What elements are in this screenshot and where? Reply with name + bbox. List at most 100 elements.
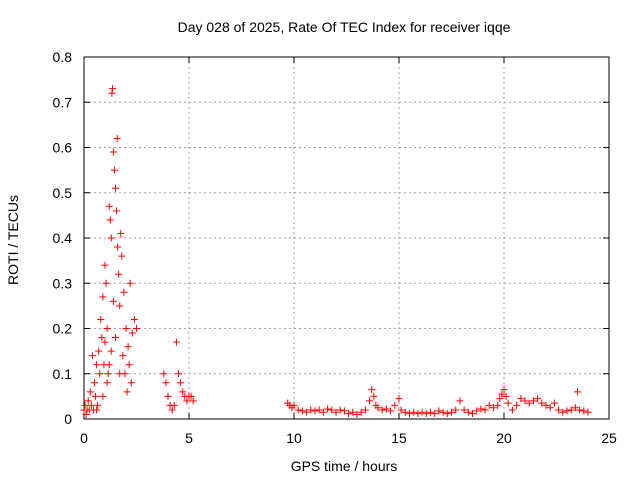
data-point	[105, 361, 113, 369]
y-tick-label: 0.2	[53, 321, 73, 337]
data-point	[414, 410, 422, 418]
data-point	[477, 405, 485, 413]
data-point	[361, 406, 369, 414]
data-point	[435, 407, 443, 415]
y-tick-label: 0.4	[53, 230, 73, 246]
x-axis-label: GPS time / hours	[291, 458, 398, 474]
chart-title: Day 028 of 2025, Rate Of TEC Index for r…	[178, 19, 511, 35]
data-point	[107, 234, 115, 242]
data-point	[97, 315, 105, 323]
data-point	[464, 408, 472, 416]
data-point	[290, 401, 298, 409]
data-point	[366, 397, 374, 405]
data-point	[513, 401, 521, 409]
data-point	[117, 229, 125, 237]
data-point	[315, 406, 323, 414]
data-point	[122, 325, 130, 332]
data-point	[86, 388, 94, 396]
data-point	[368, 386, 376, 394]
data-point	[88, 352, 96, 360]
data-point	[109, 85, 117, 93]
data-point	[109, 297, 117, 305]
data-point	[101, 261, 109, 269]
data-point	[498, 390, 506, 398]
data-point	[179, 388, 187, 396]
grid	[84, 57, 609, 419]
data-point	[112, 184, 119, 192]
data-point	[494, 401, 502, 409]
data-point	[500, 386, 508, 394]
data-point	[107, 347, 115, 355]
data-point	[336, 406, 344, 414]
data-point	[328, 406, 336, 414]
data-point	[133, 325, 140, 332]
data-point	[112, 334, 119, 342]
data-point	[116, 370, 124, 378]
data-point	[563, 407, 571, 415]
data-point	[172, 338, 180, 346]
data-point	[576, 406, 584, 414]
data-point	[496, 395, 504, 403]
data-point	[164, 392, 172, 400]
data-point	[395, 395, 403, 403]
data-point	[357, 408, 365, 416]
x-tick-label: 5	[185, 430, 193, 446]
data-point	[340, 407, 348, 415]
data-point	[126, 279, 134, 287]
y-tick-label: 0.5	[53, 185, 73, 201]
data-point	[574, 388, 581, 396]
data-point	[469, 410, 476, 418]
data-point	[106, 216, 114, 224]
data-point	[473, 407, 481, 415]
data-point	[105, 202, 113, 210]
data-point	[555, 406, 563, 414]
data-point	[401, 408, 409, 416]
data-point	[525, 399, 533, 407]
data-point	[101, 338, 109, 346]
data-point	[92, 392, 100, 400]
data-point	[110, 166, 118, 174]
data-point	[99, 392, 107, 400]
y-tick-label: 0	[64, 411, 72, 427]
data-point	[584, 408, 592, 416]
data-point	[448, 408, 455, 416]
data-point	[529, 397, 537, 405]
y-tick-label: 0.6	[53, 140, 73, 156]
data-point	[422, 410, 430, 418]
data-point	[128, 329, 136, 337]
data-point	[98, 334, 106, 342]
data-point	[94, 401, 102, 409]
data-point	[534, 395, 542, 403]
data-point	[162, 379, 170, 387]
data-point	[538, 399, 546, 407]
x-tick-label: 15	[391, 430, 407, 446]
data-point	[439, 408, 447, 416]
data-point	[410, 408, 418, 416]
data-points	[80, 85, 592, 418]
data-point	[382, 405, 390, 413]
data-point	[431, 410, 439, 418]
data-point	[418, 408, 426, 416]
data-point	[84, 397, 92, 405]
data-point	[87, 401, 95, 409]
data-point	[378, 406, 386, 414]
data-point	[175, 370, 182, 378]
data-point	[113, 134, 121, 142]
data-point	[391, 401, 399, 409]
data-point	[93, 406, 101, 414]
data-point	[504, 399, 512, 407]
data-point	[82, 410, 90, 418]
data-point	[298, 407, 306, 415]
data-point	[502, 392, 510, 400]
data-point	[349, 408, 357, 416]
data-point	[559, 408, 567, 416]
data-point	[406, 410, 413, 418]
data-point	[485, 401, 493, 409]
data-point	[397, 406, 405, 414]
x-tick-label: 0	[80, 430, 88, 446]
data-point	[104, 370, 112, 378]
data-point	[521, 397, 529, 405]
data-point	[542, 401, 550, 409]
